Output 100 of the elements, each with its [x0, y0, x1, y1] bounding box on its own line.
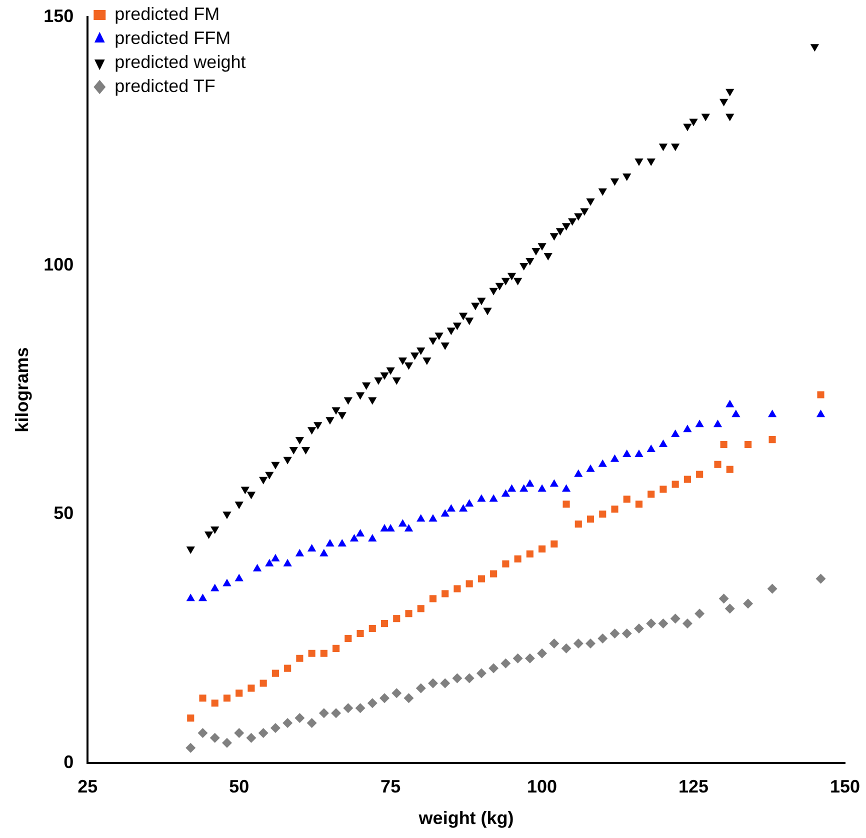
point — [660, 486, 667, 493]
point — [464, 673, 474, 684]
point — [538, 545, 546, 552]
point — [732, 410, 740, 418]
point — [187, 714, 194, 722]
point — [490, 570, 498, 578]
point — [458, 504, 468, 512]
point — [713, 420, 722, 428]
point — [416, 514, 426, 522]
point — [356, 529, 365, 537]
point — [622, 449, 632, 457]
point — [186, 594, 195, 602]
point — [428, 678, 438, 688]
point — [816, 574, 826, 584]
point — [198, 594, 208, 602]
point — [500, 658, 511, 668]
point — [714, 460, 722, 468]
point — [514, 555, 522, 562]
point — [211, 700, 218, 707]
point — [634, 624, 644, 634]
point — [393, 615, 400, 622]
point — [520, 484, 528, 492]
point — [623, 496, 630, 503]
x-axis-title: weight (kg) — [418, 808, 514, 828]
x-tick-label: 75 — [380, 776, 401, 797]
point — [695, 420, 704, 428]
point — [598, 633, 608, 644]
point — [271, 554, 280, 562]
point — [574, 520, 582, 528]
point — [440, 509, 450, 517]
point — [526, 550, 534, 558]
point — [767, 584, 778, 594]
point — [476, 668, 486, 678]
point — [270, 722, 280, 733]
point — [344, 634, 352, 642]
point — [199, 694, 206, 702]
y-tick-label: 50 — [54, 503, 74, 524]
x-tick-label: 125 — [678, 776, 709, 797]
point — [416, 683, 426, 694]
point — [210, 732, 220, 743]
point — [817, 391, 824, 398]
point — [622, 628, 632, 638]
point — [634, 449, 644, 457]
point — [550, 540, 558, 548]
point — [307, 544, 316, 552]
y-tick-label: 150 — [44, 6, 74, 26]
point — [272, 670, 279, 677]
x-tick-label: 150 — [830, 776, 860, 797]
point — [512, 653, 523, 664]
point — [405, 610, 412, 618]
point — [404, 524, 414, 532]
point — [284, 664, 292, 672]
point — [658, 440, 668, 448]
point — [306, 718, 317, 728]
point — [743, 598, 754, 609]
point — [610, 628, 620, 638]
point — [744, 440, 752, 448]
point — [598, 459, 607, 467]
point — [210, 584, 220, 592]
point — [718, 594, 729, 604]
point — [562, 500, 570, 508]
point — [574, 469, 583, 477]
point — [611, 506, 618, 513]
point — [320, 548, 328, 556]
point — [489, 494, 498, 502]
point — [573, 638, 584, 648]
point — [646, 444, 656, 452]
point — [610, 454, 620, 462]
x-tick-label: 50 — [229, 776, 250, 797]
point — [355, 703, 366, 714]
point — [670, 614, 680, 624]
point — [561, 643, 572, 654]
point — [672, 480, 679, 488]
point — [526, 479, 534, 487]
point — [331, 708, 342, 718]
point — [507, 484, 516, 492]
point — [442, 590, 449, 598]
point — [223, 694, 231, 702]
point — [308, 650, 316, 657]
point — [586, 638, 596, 648]
point — [586, 516, 594, 523]
point — [429, 595, 437, 602]
point — [350, 534, 359, 542]
point — [283, 558, 292, 566]
point — [538, 484, 546, 492]
point — [296, 654, 304, 662]
point — [694, 608, 705, 619]
point — [696, 470, 704, 478]
point — [417, 605, 424, 612]
point — [537, 648, 548, 658]
point — [398, 519, 408, 527]
point — [635, 500, 643, 508]
point — [466, 580, 473, 588]
point — [502, 560, 510, 568]
point — [440, 678, 450, 688]
point — [478, 575, 485, 582]
point — [768, 410, 777, 418]
point — [248, 684, 255, 692]
point — [186, 742, 196, 753]
point — [816, 410, 826, 418]
